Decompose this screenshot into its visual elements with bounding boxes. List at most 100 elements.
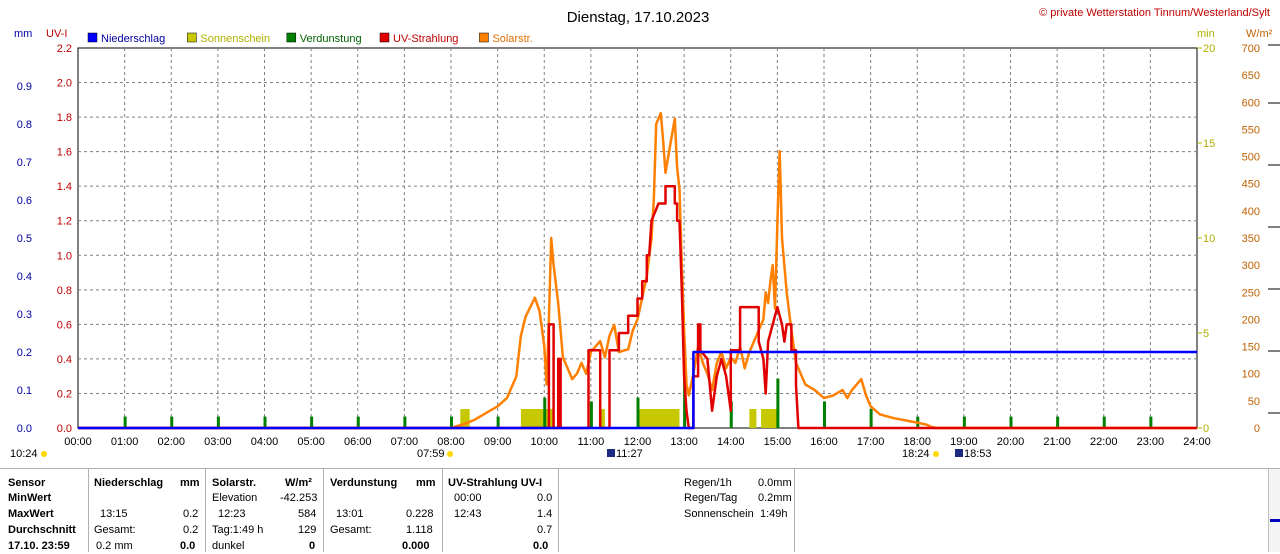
grid	[77, 47, 1198, 429]
mm-tick-label: 0.8	[17, 119, 32, 131]
sun-markers: 10:24 07:59 11:27 18:24 18:53	[10, 448, 992, 460]
x-tick-label: 23:00	[1137, 436, 1165, 448]
evaporation-spike	[310, 416, 314, 428]
mm-tick-label: 0.3	[17, 309, 32, 321]
chart-title: Dienstag, 17.10.2023	[567, 9, 710, 26]
legend-swatch	[187, 32, 197, 43]
extra-value: 0.0mm	[758, 477, 792, 489]
legend-label: Verdunstung	[300, 33, 362, 45]
stats-table: Sensor MinWert MaxWert Durchschnitt 17.1…	[0, 469, 1280, 552]
legend-swatch	[87, 32, 98, 43]
x-tick-label: 16:00	[810, 436, 838, 448]
x-tick-label: 15:00	[764, 436, 792, 448]
stats-cell: Tag:1:49 h	[212, 524, 264, 536]
left-axes: 0.0 0.2 0.4 0.6 0.8 1.0 1.2 1.4 1.6 1.8 2.0 2.2 0.0 0…	[17, 43, 72, 435]
uv-tick-label: 2.0	[57, 78, 72, 90]
x-tick-label: 22:00	[1090, 436, 1118, 448]
sunrise-left-time: 10:24	[10, 448, 38, 460]
wm2-tick-label: 250	[1242, 287, 1260, 299]
stats-row-label: MinWert	[8, 492, 52, 504]
wm2-tick-label: 200	[1242, 314, 1260, 326]
stats-cell: 00:00	[454, 492, 482, 504]
x-tick-label: 01:00	[111, 436, 139, 448]
uv-tick-label: 1.8	[57, 112, 72, 124]
stats-cell: 13:15	[100, 508, 128, 520]
sunrise-time: 07:59	[417, 448, 445, 460]
sunshine-bar	[600, 409, 605, 428]
mm-tick-label: 0.6	[17, 195, 32, 207]
evaporation-spike	[263, 416, 267, 428]
uv-tick-label: 0.4	[57, 354, 72, 366]
x-tick-label: 08:00	[437, 436, 465, 448]
evaporation-spike	[170, 416, 174, 428]
scrollbar-track[interactable]	[1268, 469, 1280, 552]
min-unit-label: min	[1197, 28, 1215, 40]
stats-row-label: 17.10. 23:59	[8, 540, 70, 552]
uv-unit-label: UV-I	[46, 28, 67, 40]
wm2-tick-label: 350	[1242, 233, 1260, 245]
x-tick-label: 12:00	[624, 436, 652, 448]
x-tick-label: 24:00	[1183, 436, 1211, 448]
wm2-unit-label: W/m²	[1246, 28, 1273, 40]
uv-tick-label: 0.0	[57, 423, 72, 435]
x-tick-label: 02:00	[157, 436, 185, 448]
min-tick-label: 10	[1203, 233, 1215, 245]
sunshine-bar	[460, 409, 465, 428]
x-tick-label: 19:00	[950, 436, 978, 448]
stats-cell: Gesamt:	[330, 524, 372, 536]
legend-label: Solarstr.	[492, 33, 532, 45]
stats-cell: -42.253	[280, 492, 318, 504]
sunshine-bar	[749, 409, 757, 428]
stats-cell: 0.2 mm	[96, 540, 133, 552]
wm2-tick-label: 650	[1242, 70, 1260, 82]
x-tick-label: 00:00	[64, 436, 92, 448]
evaporation-spike	[1056, 416, 1060, 428]
stats-unit: W/m²	[285, 477, 312, 489]
evaporation-spike	[123, 416, 127, 428]
mm-tick-label: 0.5	[17, 233, 32, 245]
uv-tick-label: 0.2	[57, 388, 72, 400]
moon-icon	[607, 449, 615, 457]
wm2-tick-label: 0	[1254, 423, 1260, 435]
stats-cell: 0.2	[183, 508, 199, 520]
evaporation-spike	[356, 416, 360, 428]
evaporation-spike	[962, 416, 966, 428]
sunshine-bar	[464, 409, 470, 428]
x-tick-label: 09:00	[484, 436, 512, 448]
x-tick-label: 13:00	[670, 436, 698, 448]
extra-label: Regen/1h	[684, 477, 732, 489]
wm2-tick-label: 300	[1242, 260, 1260, 272]
wm2-tick-label: 550	[1242, 124, 1260, 136]
stats-cell: 1.118	[406, 524, 433, 536]
uv-tick-label: 0.8	[57, 285, 72, 297]
stats-cell: 0.0	[537, 492, 553, 504]
legend-swatch	[286, 32, 297, 43]
right-axes: 0510152005010015020025030035040045050055…	[1197, 43, 1260, 435]
stats-head-niederschlag: Niederschlag	[94, 477, 164, 489]
uv-tick-label: 0.6	[57, 319, 72, 331]
wm2-tick-label: 600	[1242, 97, 1260, 109]
extra-label: Regen/Tag	[684, 492, 738, 504]
x-tick-label: 18:00	[903, 436, 931, 448]
stats-unit: mm	[416, 477, 436, 489]
stats-cell: 0.2	[183, 524, 199, 536]
stats-head-verdunstung: Verdunstung	[330, 477, 398, 489]
x-tick-label: 06:00	[344, 436, 372, 448]
uv-tick-label: 1.0	[57, 250, 72, 262]
min-tick-label: 5	[1203, 328, 1209, 340]
uv-line	[78, 184, 1197, 430]
column-divider	[558, 469, 559, 552]
min-tick-label: 15	[1203, 138, 1215, 150]
wm2-tick-label: 700	[1242, 43, 1260, 55]
evaporation-spike	[403, 416, 407, 428]
sunshine-bar	[637, 409, 680, 428]
stats-head-uv: UV-Strahlung UV-I	[448, 477, 543, 489]
column-divider	[205, 469, 206, 552]
scrollbar-thumb[interactable]	[1270, 519, 1280, 522]
stats-cell: 12:43	[454, 508, 482, 520]
stats-cell: dunkel	[212, 540, 245, 552]
stats-head-solar: Solarstr.	[212, 477, 257, 489]
wm2-tick-label: 500	[1242, 152, 1260, 164]
evaporation-spike	[729, 401, 733, 428]
evaporation-spike	[823, 401, 826, 428]
